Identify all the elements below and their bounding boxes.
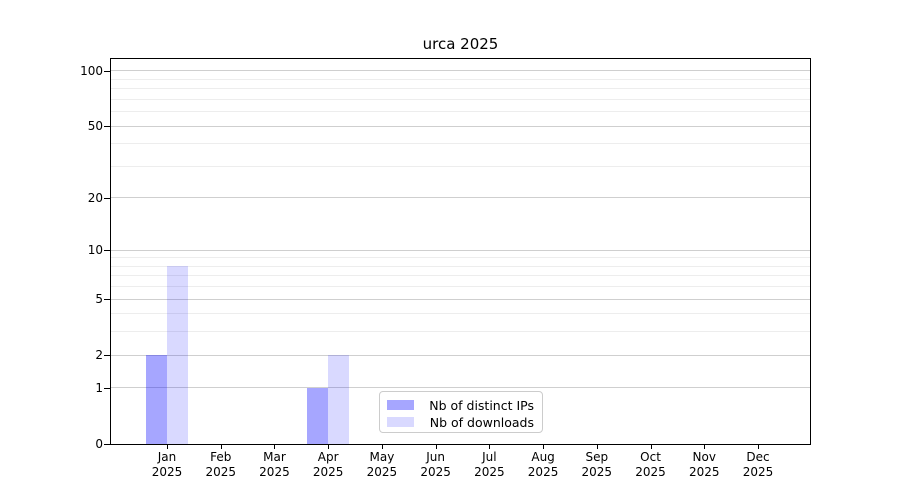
x-tick-mark	[328, 444, 330, 449]
minor-gridline	[111, 98, 810, 100]
y-tick-mark	[104, 126, 110, 128]
minor-gridline	[111, 143, 810, 145]
legend-label-downloads: Nb of downloads	[429, 414, 534, 430]
x-tick-mark	[435, 444, 437, 449]
x-tick-label: Nov 2025	[688, 450, 720, 479]
x-tick-mark	[757, 444, 759, 449]
x-tick-label: Sep 2025	[581, 450, 613, 479]
y-tick-label: 100	[80, 63, 103, 78]
x-tick-label: Jul 2025	[474, 450, 505, 479]
y-tick-label: 10	[87, 243, 103, 258]
bar-distinct-ips	[307, 387, 329, 444]
major-gridline	[111, 298, 810, 300]
x-tick-mark	[650, 444, 652, 449]
plot-canvas	[111, 59, 810, 444]
x-tick-mark	[381, 444, 383, 449]
y-tick-mark	[104, 387, 110, 389]
x-tick-label: Apr 2025	[312, 450, 344, 479]
major-gridline	[111, 249, 810, 251]
y-tick-mark	[104, 250, 110, 252]
major-gridline	[111, 125, 810, 127]
x-tick-mark	[489, 444, 491, 449]
minor-gridline	[111, 111, 810, 113]
x-tick-label: Jan 2025	[151, 450, 183, 479]
x-tick-label: Feb 2025	[205, 450, 236, 479]
y-tick-mark	[104, 444, 110, 445]
plot-area	[110, 58, 811, 445]
y-tick-mark	[104, 70, 110, 72]
bar-distinct-ips	[146, 355, 167, 444]
y-tick-label: 0	[95, 437, 103, 451]
bar-downloads	[328, 355, 350, 444]
x-tick-mark	[220, 444, 222, 449]
y-tick-label: 50	[87, 119, 103, 134]
y-tick-label: 2	[95, 348, 103, 363]
legend-item-downloads: Nb of downloads	[387, 414, 534, 430]
y-tick-mark	[104, 355, 110, 357]
y-tick-label: 5	[95, 292, 103, 307]
legend-item-distinct-ips: Nb of distinct IPs	[387, 397, 534, 413]
major-gridline	[111, 70, 810, 72]
x-tick-mark	[167, 444, 168, 449]
x-tick-label: May 2025	[366, 450, 398, 479]
minor-gridline	[111, 275, 810, 277]
minor-gridline	[111, 286, 810, 288]
x-tick-mark	[596, 444, 598, 449]
major-gridline	[111, 387, 810, 389]
major-gridline	[111, 354, 810, 356]
x-tick-label: Dec 2025	[742, 450, 774, 479]
legend-label-distinct-ips: Nb of distinct IPs	[429, 397, 534, 413]
x-tick-mark	[704, 444, 706, 449]
legend: Nb of distinct IPs Nb of downloads	[379, 391, 543, 433]
chart-title: urca 2025	[422, 35, 499, 53]
minor-gridline	[111, 88, 810, 90]
legend-swatch-distinct-ips	[387, 400, 414, 410]
y-tick-label: 20	[87, 190, 103, 205]
x-tick-label: Mar 2025	[259, 450, 290, 479]
x-tick-label: Jun 2025	[420, 450, 451, 479]
y-tick-label: 1	[95, 380, 103, 395]
minor-gridline	[111, 313, 810, 315]
y-tick-mark	[104, 299, 110, 301]
minor-gridline	[111, 257, 810, 259]
minor-gridline	[111, 78, 810, 80]
major-gridline	[111, 197, 810, 199]
minor-gridline	[111, 331, 810, 333]
minor-gridline	[111, 265, 810, 267]
x-tick-mark	[274, 444, 276, 449]
minor-gridline	[111, 165, 810, 167]
x-tick-label: Oct 2025	[635, 450, 666, 479]
y-tick-mark	[104, 197, 110, 199]
legend-swatch-downloads	[387, 417, 414, 427]
bar-downloads	[167, 266, 188, 444]
x-tick-mark	[543, 444, 545, 449]
x-tick-label: Aug 2025	[527, 450, 559, 479]
